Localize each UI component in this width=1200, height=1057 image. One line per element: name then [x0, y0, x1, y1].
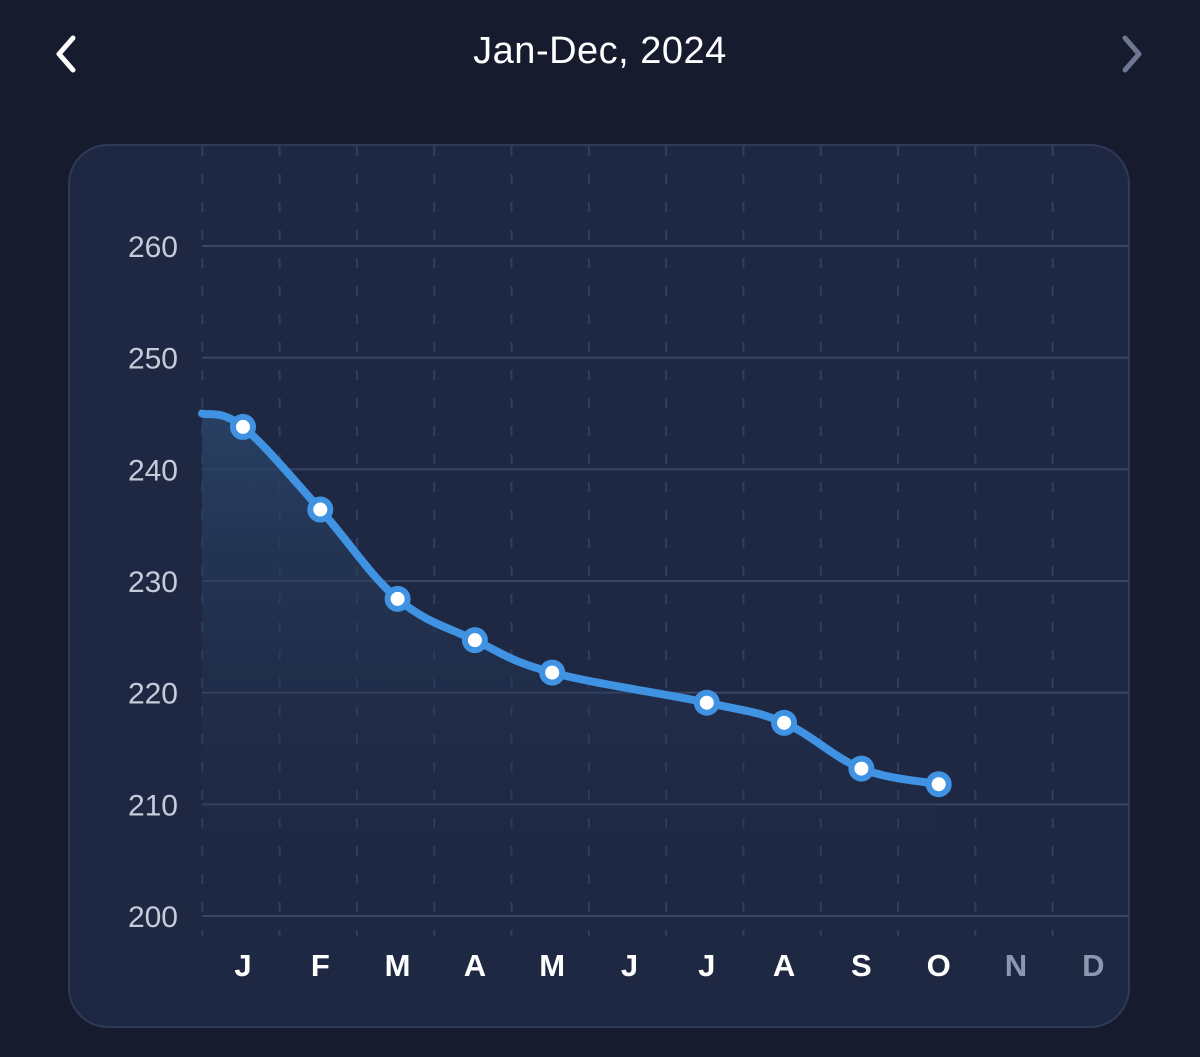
x-tick-label: F: [311, 948, 330, 983]
area-fill: [202, 413, 939, 916]
x-tick-label: A: [464, 948, 486, 983]
y-tick-label: 230: [128, 566, 178, 599]
next-period-button[interactable]: [1106, 28, 1158, 80]
chevron-right-icon: [1122, 35, 1142, 73]
y-tick-label: 210: [128, 789, 178, 822]
chevron-left-icon: [56, 35, 76, 73]
y-tick-label: 240: [128, 454, 178, 487]
data-point[interactable]: [384, 585, 411, 612]
series-line: [198, 409, 943, 789]
line-chart: 200 210 220 230 240 250 260 J F M A M J J A S O N D: [128, 146, 1128, 983]
x-tick-label: D: [1082, 948, 1104, 983]
previous-period-button[interactable]: [40, 28, 92, 80]
data-point[interactable]: [461, 627, 488, 654]
chart-card: 200 210 220 230 240 250 260 J F M A M J J A S O N D: [68, 144, 1130, 1028]
x-tick-label: S: [851, 948, 872, 983]
header: Jan-Dec, 2024: [0, 0, 1200, 110]
y-tick-label: 260: [128, 231, 178, 264]
y-axis-ticks: 200 210 220 230 240 250 260: [128, 231, 178, 934]
area-under-line: [202, 413, 939, 916]
data-point[interactable]: [771, 709, 798, 736]
x-tick-label: J: [698, 948, 715, 983]
x-tick-label: N: [1005, 948, 1027, 983]
page-title: Jan-Dec, 2024: [473, 30, 727, 72]
data-point[interactable]: [307, 496, 334, 523]
data-point[interactable]: [230, 413, 256, 440]
y-tick-label: 250: [128, 343, 178, 376]
x-tick-label: J: [621, 948, 638, 983]
data-point[interactable]: [539, 659, 566, 686]
data-point[interactable]: [925, 771, 952, 798]
trend-line: [198, 409, 943, 789]
data-points: [230, 413, 952, 798]
x-tick-label: M: [539, 948, 565, 983]
data-point[interactable]: [848, 755, 875, 782]
y-tick-label: 220: [128, 678, 178, 711]
x-tick-label: A: [773, 948, 795, 983]
x-tick-label: J: [234, 948, 251, 983]
x-tick-label: M: [385, 948, 411, 983]
y-tick-label: 200: [128, 901, 178, 934]
x-tick-label: O: [927, 948, 951, 983]
data-point[interactable]: [693, 689, 720, 716]
